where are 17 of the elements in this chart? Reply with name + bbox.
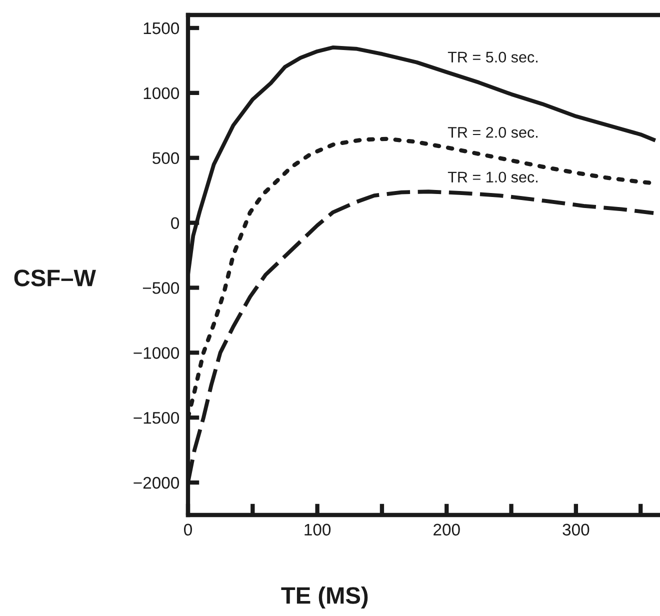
y-tick-label: 0 (171, 217, 180, 229)
y-tick-label: −1500 (134, 412, 180, 424)
series-label: TR = 5.0 sec. (448, 52, 538, 63)
x-tick-label: 100 (304, 524, 331, 536)
y-tick-label: −1000 (134, 347, 180, 359)
y-tick-label: 1000 (144, 87, 180, 100)
y-tick-label: −500 (142, 282, 180, 294)
series-label: TR = 1.0 sec. (448, 172, 538, 183)
x-tick-label: 0 (184, 524, 192, 536)
x-tick-label: 200 (434, 524, 460, 536)
y-axis-title: CSF–W (14, 270, 96, 286)
series-label: TR = 2.0 sec. (448, 126, 538, 138)
y-tick-label: 500 (152, 152, 180, 164)
y-tick-label: −2000 (134, 476, 180, 489)
y-tick-label: 1500 (144, 22, 180, 34)
x-axis-title: TE (MS) (281, 586, 368, 609)
x-tick-label: 300 (562, 524, 590, 536)
